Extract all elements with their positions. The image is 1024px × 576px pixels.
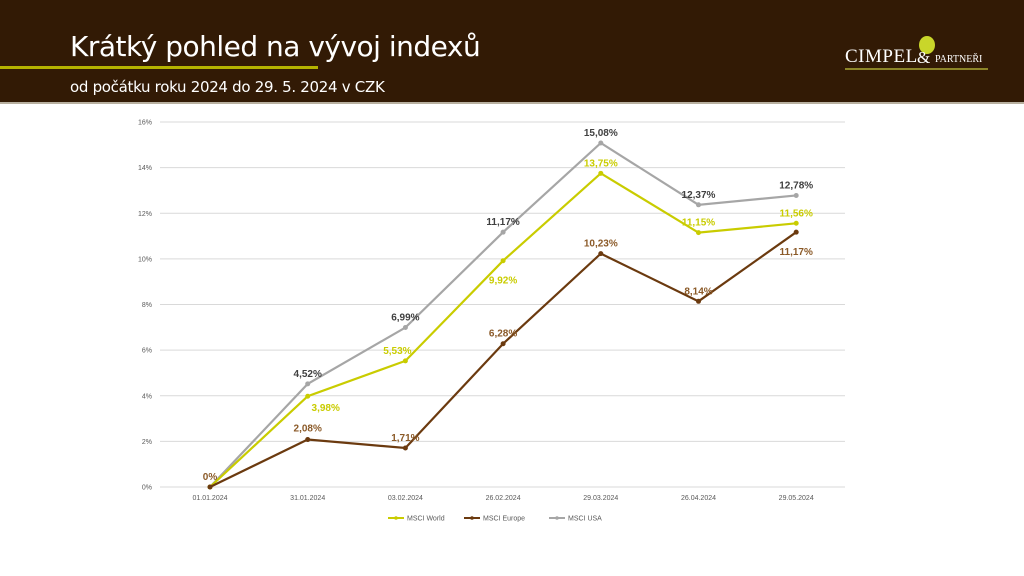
slide-subtitle: od počátku roku 2024 do 29. 5. 2024 v CZ… bbox=[70, 78, 385, 96]
data-point bbox=[696, 230, 701, 236]
x-tick-label: 29.05.2024 bbox=[779, 495, 814, 502]
y-tick-label: 2% bbox=[142, 439, 152, 446]
data-label: 11,17% bbox=[780, 247, 813, 258]
y-tick-label: 8% bbox=[142, 302, 152, 309]
data-label: 13,75% bbox=[584, 158, 618, 169]
data-label: 6,28% bbox=[489, 329, 517, 340]
slide-title: Krátký pohled na vývoj indexů bbox=[70, 30, 481, 63]
data-label: 11,56% bbox=[780, 208, 813, 219]
y-tick-label: 14% bbox=[138, 165, 152, 172]
data-label: 6,99% bbox=[391, 313, 419, 324]
data-label: 12,78% bbox=[779, 180, 813, 191]
y-tick-label: 12% bbox=[138, 211, 152, 218]
data-point bbox=[793, 220, 799, 226]
data-point bbox=[696, 202, 701, 208]
header-divider bbox=[0, 102, 1024, 104]
data-label: 4,52% bbox=[294, 369, 322, 380]
data-point bbox=[305, 437, 311, 443]
logo-amp: & bbox=[917, 48, 931, 67]
y-tick-label: 0% bbox=[142, 485, 152, 492]
data-label: 3,98% bbox=[312, 403, 340, 414]
data-label: 2,08% bbox=[294, 424, 322, 435]
x-tick-label: 26.02.2024 bbox=[486, 495, 521, 502]
logo-main-text: CIMPEL bbox=[845, 46, 918, 67]
data-label: 1,71% bbox=[391, 433, 419, 444]
leaf-icon bbox=[919, 36, 935, 54]
x-tick-label: 31.01.2024 bbox=[290, 495, 325, 502]
y-tick-label: 16% bbox=[138, 120, 152, 127]
data-point bbox=[598, 140, 604, 146]
logo-small-text: PARTNEŘI bbox=[935, 54, 983, 65]
data-point bbox=[207, 484, 213, 490]
x-tick-label: 26.04.2024 bbox=[681, 495, 716, 502]
slide-header: Krátký pohled na vývoj indexů od počátku… bbox=[0, 0, 1024, 102]
legend-label: MSCI Europe bbox=[483, 516, 525, 523]
x-tick-label: 01.01.2024 bbox=[192, 495, 227, 502]
y-tick-label: 4% bbox=[142, 393, 152, 400]
data-point bbox=[402, 445, 408, 451]
y-tick-label: 10% bbox=[138, 256, 152, 263]
data-label: 8,14% bbox=[684, 286, 712, 297]
data-label: 0% bbox=[203, 472, 218, 483]
title-underline bbox=[0, 66, 318, 69]
data-point bbox=[402, 358, 408, 364]
x-tick-label: 29.03.2024 bbox=[583, 495, 618, 502]
logo-underline bbox=[845, 68, 988, 70]
data-label: 12,37% bbox=[682, 190, 716, 201]
y-tick-label: 6% bbox=[142, 348, 152, 355]
data-point bbox=[598, 251, 604, 257]
legend-marker bbox=[470, 516, 474, 520]
data-label: 9,92% bbox=[489, 276, 517, 287]
data-label: 5,53% bbox=[383, 346, 411, 357]
data-point bbox=[305, 381, 311, 387]
data-point bbox=[500, 229, 506, 235]
legend-label: MSCI World bbox=[407, 516, 445, 523]
data-label: 11,15% bbox=[682, 218, 715, 229]
legend-marker bbox=[555, 516, 559, 520]
data-label: 15,08% bbox=[584, 128, 618, 139]
company-logo: CIMPEL & PARTNEŘI bbox=[843, 36, 1006, 70]
data-point bbox=[793, 192, 799, 198]
data-point bbox=[402, 325, 408, 331]
data-label: 11,17% bbox=[486, 217, 519, 228]
data-point bbox=[793, 229, 799, 235]
data-point bbox=[305, 393, 311, 399]
data-point bbox=[500, 258, 506, 264]
legend-marker bbox=[394, 516, 398, 520]
data-label: 10,23% bbox=[584, 239, 618, 250]
data-point bbox=[500, 341, 506, 347]
legend-label: MSCI USA bbox=[568, 516, 602, 523]
series-line-msci-europe bbox=[209, 231, 797, 488]
x-tick-label: 03.02.2024 bbox=[388, 495, 423, 502]
data-point bbox=[696, 298, 701, 304]
data-point bbox=[598, 170, 604, 176]
